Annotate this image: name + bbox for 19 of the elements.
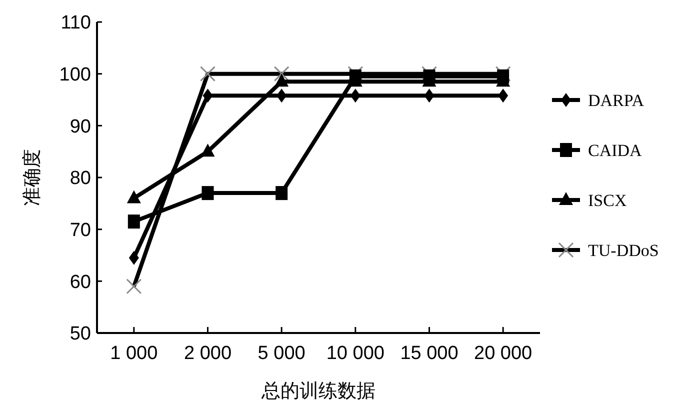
y-tick-label: 70 <box>70 220 91 241</box>
x-tick-label: 15 000 <box>400 343 458 364</box>
legend-label: CAIDA <box>588 140 643 160</box>
y-axis-title: 准确度 <box>21 149 43 206</box>
x-tick-label: 2 000 <box>184 343 232 364</box>
y-tick-label: 80 <box>70 168 91 190</box>
x-tick-label: 20 000 <box>474 343 532 364</box>
y-tick-label: 90 <box>70 116 91 138</box>
y-tick-label: 50 <box>70 324 91 345</box>
legend-label: TU-DDoS <box>588 240 659 260</box>
x-tick-label: 5 000 <box>258 343 306 364</box>
x-tick-label: 10 000 <box>326 343 384 364</box>
y-tick-label: 60 <box>70 272 91 293</box>
x-tick-label: 1 000 <box>110 343 158 364</box>
y-tick-label: 110 <box>60 12 91 34</box>
y-tick-label: 100 <box>59 64 91 86</box>
x-axis-title: 总的训练数据 <box>260 381 376 402</box>
legend-label: DARPA <box>588 90 645 110</box>
legend-label: ISCX <box>588 190 627 210</box>
